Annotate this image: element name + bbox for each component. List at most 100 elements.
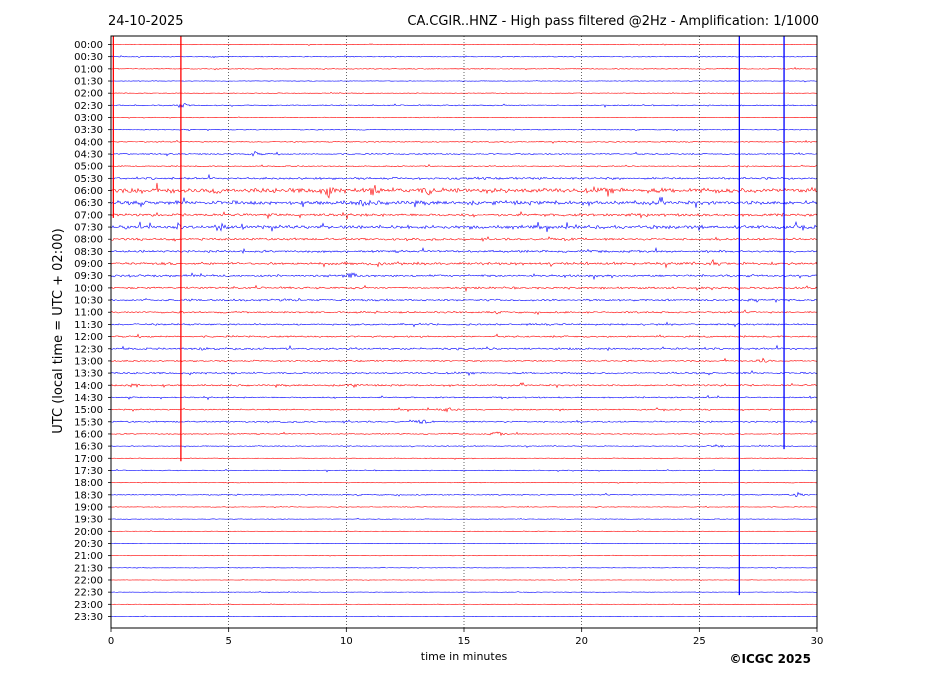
- x-tick-label-5: 5: [225, 636, 231, 647]
- y-axis-label: UTC (local time = UTC + 02:00): [51, 228, 66, 433]
- row-label-1630: 16:30: [74, 442, 103, 453]
- x-tick-label-25: 25: [693, 636, 706, 647]
- trace-row-1530: [110, 419, 818, 425]
- copyright-label: ©ICGC 2025: [729, 652, 811, 666]
- row-label-1430: 14:30: [74, 393, 103, 404]
- trace-row-0900: [110, 259, 818, 269]
- trace-row-1400: [110, 382, 818, 389]
- trace-row-1000: [110, 284, 818, 293]
- row-label-0130: 01:30: [74, 77, 103, 88]
- trace-row-1630: [110, 444, 818, 448]
- row-label-2230: 22:30: [74, 588, 103, 599]
- trace-row-0430: [110, 150, 818, 157]
- row-label-0700: 07:00: [74, 210, 103, 221]
- trace-row-0830: [110, 247, 818, 254]
- row-label-1100: 11:00: [74, 308, 103, 319]
- row-label-1730: 17:30: [74, 466, 103, 477]
- x-axis-label: time in minutes: [421, 650, 508, 663]
- row-label-2200: 22:00: [74, 575, 103, 586]
- trace-row-1800: [110, 481, 818, 484]
- row-label-2300: 23:00: [74, 600, 103, 611]
- x-tick-label-0: 0: [108, 636, 114, 647]
- row-label-0430: 04:30: [74, 150, 103, 161]
- row-label-0600: 06:00: [74, 186, 103, 197]
- row-label-1600: 16:00: [74, 429, 103, 440]
- trace-row-0530: [110, 173, 818, 181]
- row-label-1930: 19:30: [74, 515, 103, 526]
- trace-row-0930: [110, 272, 818, 281]
- trace-row-1730: [110, 468, 818, 473]
- trace-row-1330: [110, 370, 818, 377]
- row-label-0030: 00:30: [74, 52, 103, 63]
- row-label-0200: 02:00: [74, 89, 103, 100]
- x-tick-label-15: 15: [458, 636, 471, 647]
- row-label-0530: 05:30: [74, 174, 103, 185]
- trace-row-1500: [110, 407, 818, 413]
- trace-row-0100: [110, 67, 818, 71]
- row-label-0630: 06:30: [74, 198, 103, 209]
- trace-row-0600: [110, 182, 818, 199]
- row-label-1700: 17:00: [74, 454, 103, 465]
- trace-row-2330: [110, 615, 818, 618]
- row-label-2330: 23:30: [74, 612, 103, 623]
- row-label-1900: 19:00: [74, 502, 103, 513]
- row-label-0500: 05:00: [74, 162, 103, 173]
- row-label-1500: 15:00: [74, 405, 103, 416]
- trace-row-1100: [110, 309, 818, 316]
- date-label: 24-10-2025: [108, 14, 184, 29]
- row-label-1330: 13:30: [74, 369, 103, 380]
- row-label-0300: 03:00: [74, 113, 103, 124]
- row-label-1300: 13:00: [74, 356, 103, 367]
- trace-row-0700: [110, 210, 818, 220]
- row-label-2100: 21:00: [74, 551, 103, 562]
- trace-layer: [110, 43, 818, 618]
- grid-layer: [228, 36, 700, 628]
- chart-title: CA.CGIR..HNZ - High pass filtered @2Hz -…: [407, 14, 819, 29]
- trace-row-0130: [110, 80, 818, 83]
- row-label-2030: 20:30: [74, 539, 103, 550]
- trace-row-0500: [110, 164, 818, 168]
- row-label-1830: 18:30: [74, 490, 103, 501]
- trace-row-1600: [110, 431, 818, 437]
- row-label-1530: 15:30: [74, 417, 103, 428]
- x-tick-label-20: 20: [575, 636, 588, 647]
- trace-row-1300: [110, 357, 818, 363]
- trace-row-2300: [110, 603, 818, 606]
- trace-row-0400: [110, 139, 818, 144]
- x-tick-layer: 0 5 10 15 20 25 30: [108, 628, 824, 647]
- trace-row-0630: [110, 196, 818, 208]
- row-label-0100: 01:00: [74, 64, 103, 75]
- row-label-0800: 08:00: [74, 235, 103, 246]
- trace-row-0000: [110, 43, 818, 46]
- plot-frame: [110, 35, 818, 629]
- trace-row-1900: [110, 505, 818, 509]
- row-label-0900: 09:00: [74, 259, 103, 270]
- row-label-1200: 12:00: [74, 332, 103, 343]
- row-label-0400: 04:00: [74, 137, 103, 148]
- row-label-1800: 18:00: [74, 478, 103, 489]
- trace-row-2230: [110, 591, 818, 594]
- row-label-1130: 11:30: [74, 320, 103, 331]
- x-tick-label-30: 30: [811, 636, 824, 647]
- row-label-0330: 03:30: [74, 125, 103, 136]
- row-label-2130: 21:30: [74, 563, 103, 574]
- trace-row-1700: [110, 457, 818, 460]
- trace-row-1830: [110, 491, 818, 498]
- trace-row-1030: [110, 298, 818, 303]
- row-label-0930: 09:30: [74, 271, 103, 282]
- spike-layer: [112, 36, 785, 596]
- row-label-1400: 14:00: [74, 381, 103, 392]
- row-label-1230: 12:30: [74, 344, 103, 355]
- trace-row-1430: [110, 394, 818, 401]
- trace-row-0730: [110, 220, 818, 233]
- row-label-1030: 10:30: [74, 296, 103, 307]
- row-label-0000: 00:00: [74, 40, 103, 51]
- row-label-0230: 02:30: [74, 101, 103, 112]
- x-tick-label-10: 10: [340, 636, 353, 647]
- row-label-1000: 10:00: [74, 283, 103, 294]
- row-label-0730: 07:30: [74, 223, 103, 234]
- trace-row-0800: [110, 236, 818, 242]
- row-label-0830: 08:30: [74, 247, 103, 258]
